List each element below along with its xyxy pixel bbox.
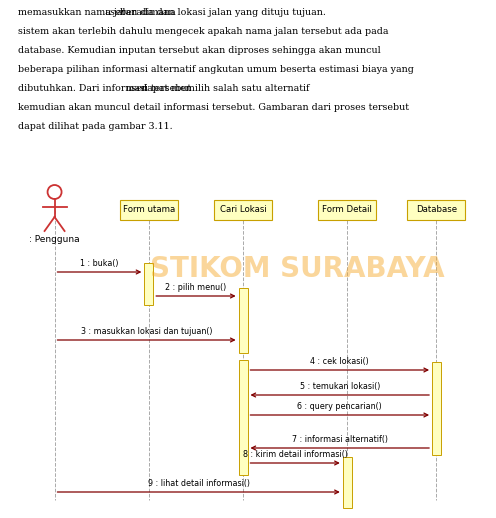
Text: dapat memilih salah satu alternatif: dapat memilih salah satu alternatif bbox=[138, 84, 309, 93]
Text: sistem akan terlebih dahulu mengecek apakah nama jalan tersebut ada pada: sistem akan terlebih dahulu mengecek apa… bbox=[18, 27, 388, 36]
Bar bbox=[214, 200, 272, 220]
Text: Form utama: Form utama bbox=[123, 206, 175, 214]
Text: Cari Lokasi: Cari Lokasi bbox=[220, 206, 266, 214]
Text: 1 : buka(): 1 : buka() bbox=[80, 259, 119, 268]
Bar bbox=[239, 360, 248, 475]
Bar bbox=[408, 200, 465, 220]
Text: 9 : lihat detail informasi(): 9 : lihat detail informasi() bbox=[148, 479, 249, 488]
Text: Database: Database bbox=[416, 206, 457, 214]
Bar bbox=[432, 362, 441, 455]
Bar bbox=[239, 288, 248, 353]
Text: 3 : masukkan lokasi dan tujuan(): 3 : masukkan lokasi dan tujuan() bbox=[81, 327, 212, 336]
Text: 5 : temukan lokasi(): 5 : temukan lokasi() bbox=[300, 382, 380, 391]
Text: 4 : cek lokasi(): 4 : cek lokasi() bbox=[310, 357, 369, 366]
Text: beberapa pilihan informasi alternatif angkutan umum beserta estimasi biaya yang: beberapa pilihan informasi alternatif an… bbox=[18, 65, 414, 74]
Text: dibutuhkan. Dari informasi tersebut: dibutuhkan. Dari informasi tersebut bbox=[18, 84, 194, 93]
Text: : Pengguna: : Pengguna bbox=[29, 235, 80, 244]
Text: 7 : informasi alternatif(): 7 : informasi alternatif() bbox=[292, 435, 388, 444]
Bar bbox=[343, 457, 352, 508]
Text: user: user bbox=[105, 8, 126, 17]
Bar bbox=[318, 200, 376, 220]
Text: dapat dilihat pada gambar 3.11.: dapat dilihat pada gambar 3.11. bbox=[18, 122, 173, 131]
Text: user: user bbox=[125, 84, 147, 93]
Text: STIKOM SURABAYA: STIKOM SURABAYA bbox=[150, 255, 445, 283]
Text: Form Detail: Form Detail bbox=[322, 206, 372, 214]
Text: 8 : kirim detail informasi(): 8 : kirim detail informasi() bbox=[243, 450, 348, 459]
Text: berada dan lokasi jalan yang dituju tujuan.: berada dan lokasi jalan yang dituju tuju… bbox=[117, 8, 325, 17]
Text: 2 : pilih menu(): 2 : pilih menu() bbox=[165, 283, 227, 292]
Bar bbox=[144, 263, 153, 305]
Text: 6 : query pencarian(): 6 : query pencarian() bbox=[298, 402, 382, 411]
Text: database. Kemudian inputan tersebut akan diproses sehingga akan muncul: database. Kemudian inputan tersebut akan… bbox=[18, 46, 381, 55]
Text: memasukkan nama jalan dimana: memasukkan nama jalan dimana bbox=[18, 8, 179, 17]
Bar bbox=[120, 200, 178, 220]
Text: kemudian akan muncul detail informasi tersebut. Gambaran dari proses tersebut: kemudian akan muncul detail informasi te… bbox=[18, 103, 409, 112]
